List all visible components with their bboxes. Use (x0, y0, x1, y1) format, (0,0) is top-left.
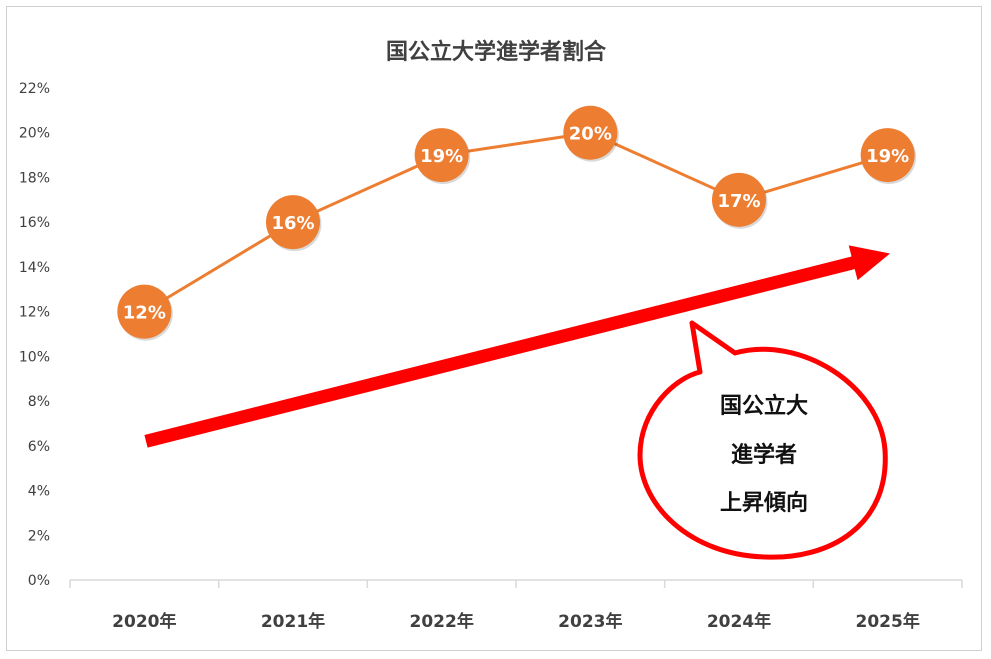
data-marker (414, 128, 469, 183)
data-marker (712, 172, 766, 227)
y-tick-label: 12% (19, 305, 50, 321)
data-marker (860, 128, 915, 183)
y-tick-label: 10% (19, 349, 50, 365)
y-tick-label: 0% (28, 573, 50, 589)
y-tick-label: 4% (28, 484, 50, 500)
y-tick-label: 2% (28, 528, 50, 544)
y-tick-label: 6% (28, 439, 50, 455)
data-label: 12% (123, 303, 166, 324)
callout-text-line: 上昇傾向 (720, 490, 808, 516)
data-label: 19% (866, 146, 909, 167)
data-label: 19% (420, 146, 463, 167)
trend-arrow (144, 245, 890, 448)
x-tick-label: 2023年 (558, 611, 622, 632)
chart-title: 国公立大学進学者割合 (386, 39, 607, 65)
x-tick-label: 2021年 (261, 611, 325, 632)
callout-bubble (637, 320, 888, 560)
y-tick-label: 8% (28, 394, 50, 410)
y-axis: 0% 2% 4% 6% 8% 10% 12% 14% 16% 18% 20% 22% (19, 81, 50, 589)
trend-arrow-shaft (144, 256, 857, 448)
y-tick-label: 18% (19, 170, 50, 186)
data-label: 20% (569, 124, 612, 145)
y-tick-label: 22% (19, 81, 50, 97)
x-axis: 2020年 2021年 2022年 2023年 2024年 2025年 (69, 579, 963, 632)
x-tick-label: 2025年 (856, 611, 920, 632)
y-tick-label: 14% (19, 260, 50, 276)
x-tick-label: 2022年 (410, 611, 474, 632)
y-tick-label: 16% (19, 215, 50, 231)
x-tick-label: 2024年 (707, 611, 771, 632)
callout-text-line: 進学者 (731, 442, 797, 468)
data-series: 12% 16% 19% 20% 17% 19% (117, 105, 917, 341)
data-label: 16% (271, 213, 314, 234)
data-marker (266, 195, 320, 250)
trend-arrow-head (848, 245, 890, 281)
data-label: 17% (717, 191, 760, 212)
data-marker (563, 105, 618, 160)
callout-text-line: 国公立大 (720, 393, 808, 419)
y-tick-label: 20% (19, 126, 50, 142)
x-tick-label: 2020年 (112, 611, 176, 632)
data-marker (117, 284, 172, 339)
